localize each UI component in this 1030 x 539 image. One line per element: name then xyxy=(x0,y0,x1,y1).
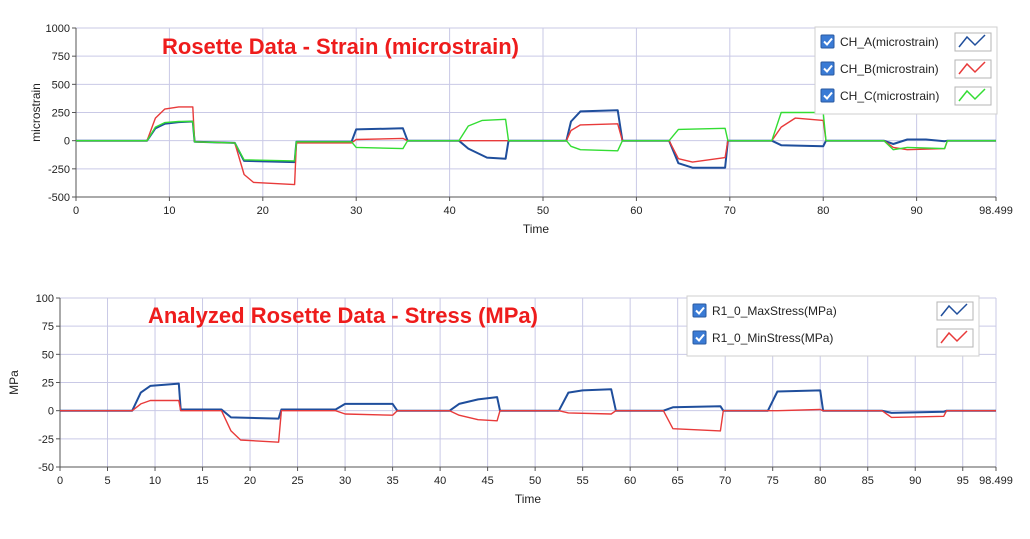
x-axis-label: Time xyxy=(523,222,550,236)
x-tick-label: 75 xyxy=(767,475,779,487)
legend-line-icon xyxy=(958,88,986,102)
legend-checkbox[interactable] xyxy=(692,330,707,345)
y-axis-label: MPa xyxy=(7,370,21,395)
x-tick-label: 30 xyxy=(339,475,351,487)
legend-line-icon xyxy=(940,330,968,344)
x-tick-label: 15 xyxy=(196,475,208,487)
y-tick-label: 250 xyxy=(52,108,70,120)
legend-checkbox[interactable] xyxy=(820,34,835,49)
x-tick-label: 60 xyxy=(630,205,642,217)
x-tick-label: 25 xyxy=(291,475,303,487)
legend-label: CH_A(microstrain) xyxy=(840,35,939,49)
legend-label: R1_0_MinStress(MPa) xyxy=(712,331,833,345)
y-tick-label: 0 xyxy=(48,406,54,418)
x-tick-label: 55 xyxy=(577,475,589,487)
x-tick-label: 30 xyxy=(350,205,362,217)
legend-label: CH_C(microstrain) xyxy=(840,89,939,103)
legend-box xyxy=(686,295,980,357)
x-tick-label: 45 xyxy=(481,475,493,487)
x-tick-label: 0 xyxy=(57,475,63,487)
legend-line-icon xyxy=(958,61,986,75)
legend-checkbox[interactable] xyxy=(820,61,835,76)
legend-line-icon xyxy=(958,34,986,48)
checkmark-icon xyxy=(823,64,833,73)
y-tick-label: 0 xyxy=(64,136,70,148)
y-tick-label: 75 xyxy=(42,321,54,333)
y-tick-label: -50 xyxy=(38,462,54,474)
series-line-3 xyxy=(76,111,996,162)
x-tick-label: 50 xyxy=(537,205,549,217)
x-tick-label: 98.499 xyxy=(979,475,1013,487)
y-tick-label: 750 xyxy=(52,51,70,63)
y-tick-label: -250 xyxy=(48,164,70,176)
x-tick-label: 0 xyxy=(73,205,79,217)
x-tick-label: 10 xyxy=(149,475,161,487)
x-tick-label: 65 xyxy=(672,475,684,487)
chart-title: Rosette Data - Strain (microstrain) xyxy=(162,34,519,59)
x-tick-label: 80 xyxy=(814,475,826,487)
legend-label: CH_B(microstrain) xyxy=(840,62,939,76)
legend-checkbox[interactable] xyxy=(820,88,835,103)
x-tick-label: 60 xyxy=(624,475,636,487)
y-tick-label: 100 xyxy=(36,293,54,305)
x-tick-label: 95 xyxy=(957,475,969,487)
checkmark-icon xyxy=(823,37,833,46)
legend-label: R1_0_MaxStress(MPa) xyxy=(712,304,837,318)
checkmark-icon xyxy=(823,91,833,100)
chart-title: Analyzed Rosette Data - Stress (MPa) xyxy=(148,303,538,328)
y-axis-label: microstrain xyxy=(29,83,43,142)
x-tick-label: 90 xyxy=(910,205,922,217)
y-tick-label: -25 xyxy=(38,434,54,446)
x-tick-label: 50 xyxy=(529,475,541,487)
x-tick-label: 20 xyxy=(257,205,269,217)
x-tick-label: 80 xyxy=(817,205,829,217)
checkmark-icon xyxy=(695,333,705,342)
checkmark-icon xyxy=(695,306,705,315)
legend-line-icon xyxy=(940,303,968,317)
x-axis-label: Time xyxy=(515,492,542,506)
x-tick-label: 70 xyxy=(724,205,736,217)
x-tick-label: 70 xyxy=(719,475,731,487)
y-tick-label: 50 xyxy=(42,349,54,361)
x-tick-label: 40 xyxy=(443,205,455,217)
legend-checkbox[interactable] xyxy=(692,303,707,318)
x-tick-label: 85 xyxy=(862,475,874,487)
x-tick-label: 35 xyxy=(386,475,398,487)
x-tick-label: 5 xyxy=(104,475,110,487)
series-line-2 xyxy=(60,399,996,443)
y-tick-label: 1000 xyxy=(46,23,70,35)
x-tick-label: 10 xyxy=(163,205,175,217)
x-tick-label: 90 xyxy=(909,475,921,487)
y-tick-label: -500 xyxy=(48,192,70,204)
y-tick-label: 500 xyxy=(52,79,70,91)
y-tick-label: 25 xyxy=(42,378,54,390)
x-tick-label: 40 xyxy=(434,475,446,487)
x-tick-label: 98.499 xyxy=(979,205,1013,217)
x-tick-label: 20 xyxy=(244,475,256,487)
